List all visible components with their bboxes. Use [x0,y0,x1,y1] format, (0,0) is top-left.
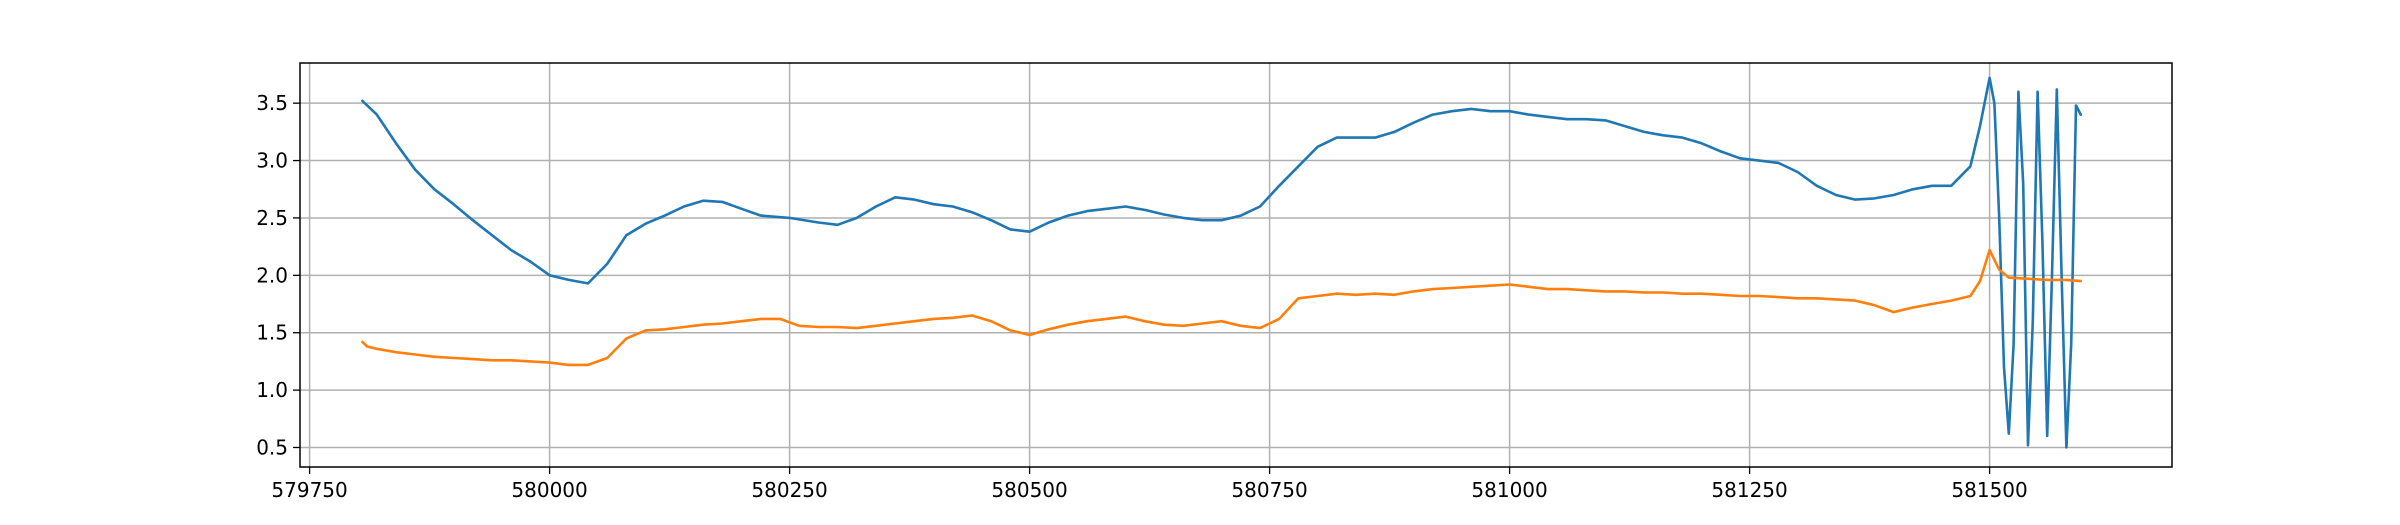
x-tick-label: 580000 [511,478,587,502]
y-tick-label: 3.0 [256,149,288,173]
x-tick-label: 581500 [1951,478,2027,502]
x-tick-label: 580500 [991,478,1067,502]
y-tick-label: 2.0 [256,263,288,287]
plot-area-frame [299,62,2173,468]
y-tick-label: 3.5 [256,91,288,115]
y-tick-label: 0.5 [256,435,288,459]
x-tick-label: 581250 [1711,478,1787,502]
y-tick-label: 1.5 [256,321,288,345]
x-tick-label: 581000 [1471,478,1547,502]
series-line-2 [361,248,2083,367]
y-tick-label: 1.0 [256,378,288,402]
series-line-1 [361,76,2083,449]
y-tick-label: 2.5 [256,206,288,230]
x-tick-label: 580750 [1231,478,1307,502]
x-tick-label: 579750 [271,478,347,502]
series-group [361,76,2083,449]
x-axis: 579750 580000 580250 580500 580750 581000 5812… [271,467,2028,502]
y-axis: 0.5 1.0 1.5 2.0 2.5 3.0 3.5 [256,91,300,459]
x-tick-label: 580250 [751,478,827,502]
